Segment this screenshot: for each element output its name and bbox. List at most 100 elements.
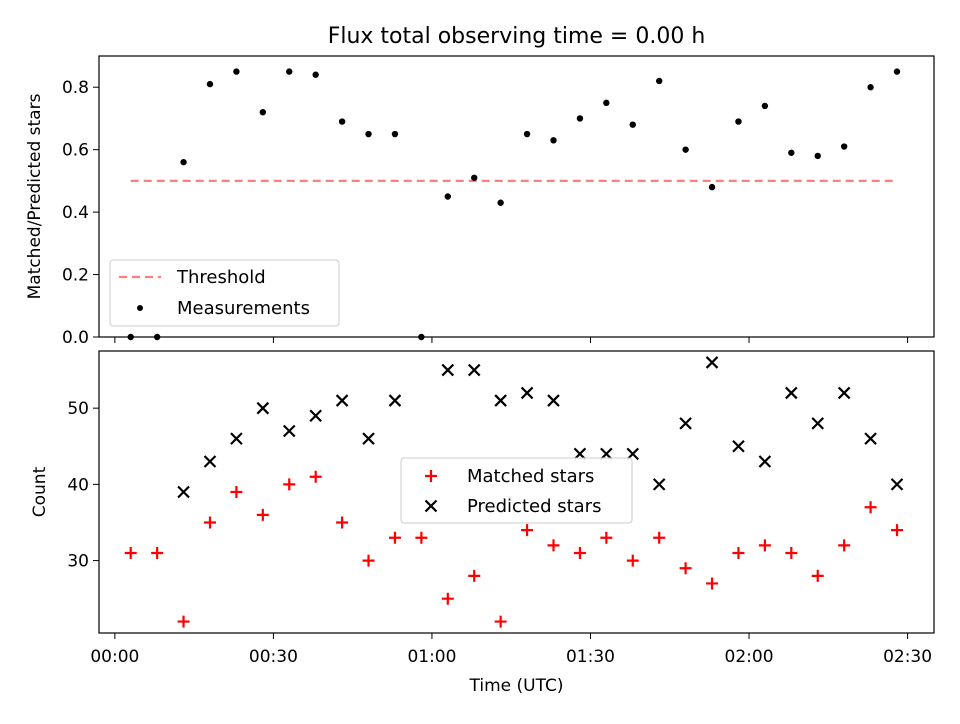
predicted-star-point (467, 363, 481, 377)
matched-star-point (151, 546, 164, 559)
y-axis-label: Count (30, 466, 50, 517)
matched-star-point (600, 531, 613, 544)
y-tick-label: 30 (67, 552, 89, 572)
matched-star-point (283, 478, 296, 491)
matched-star-point (388, 531, 401, 544)
y-tick-label: 0.8 (62, 78, 89, 98)
predicted-star-point (811, 417, 825, 430)
predicted-star-point (494, 394, 507, 407)
measurement-point (338, 118, 346, 125)
matched-star-point (362, 554, 375, 567)
x-tick-label: 02:30 (883, 647, 932, 667)
predicted-star-point (177, 485, 190, 499)
measurement-point (206, 80, 214, 88)
matched-star-point (653, 531, 666, 544)
predicted-star-point (705, 356, 719, 369)
predicted-star-point (362, 432, 375, 445)
x-tick-label: 02:00 (725, 647, 774, 667)
y-tick-label: 40 (67, 475, 89, 495)
chart-title: Flux total observing time = 0.00 h (328, 24, 706, 49)
predicted-star-point (282, 424, 296, 438)
matched-star-point (547, 539, 560, 552)
top-panel: Flux total observing time = 0.00 h Matche… (25, 24, 935, 348)
predicted-star-point (388, 394, 402, 407)
y-tick-label: 0.0 (62, 328, 89, 348)
measurement-point (180, 158, 187, 166)
x-tick-label: 00:30 (249, 647, 298, 667)
predicted-star-point (837, 386, 851, 400)
measurement-point (682, 146, 689, 153)
measurement-point (497, 199, 504, 206)
matched-star-point (864, 501, 877, 514)
matched-star-point (626, 554, 639, 567)
legend-box (400, 457, 633, 524)
x-tick-label: 00:00 (90, 647, 139, 667)
measurement-point (233, 68, 240, 75)
y-tick-label: 50 (67, 399, 89, 419)
bottom-panel: Count Time (UTC) 30 40 50 00:00 00:30 01:00 01:3… (30, 350, 935, 696)
matched-star-point (415, 531, 428, 544)
legend-box (109, 259, 340, 327)
matched-star-point (124, 546, 137, 559)
predicted-star-point (309, 409, 322, 423)
matched-star-point (441, 592, 454, 605)
measurement-point (814, 152, 821, 160)
measurement-point (893, 68, 901, 75)
matched-star-point (891, 524, 904, 537)
measurement-point (312, 71, 319, 78)
legend-matched-label: Matched stars (467, 466, 594, 487)
predicted-star-point (679, 417, 692, 430)
legend-predicted-label: Predicted stars (467, 496, 601, 517)
matched-star-point (573, 546, 586, 559)
measurement-point (523, 130, 531, 138)
x-tick-label: 01:30 (566, 647, 615, 667)
predicted-star-point (758, 455, 772, 468)
y-tick-label: 0.2 (62, 266, 89, 286)
matched-star-point (256, 508, 269, 521)
legend-predicted-swatch (424, 499, 438, 513)
x-tick-label: 01:00 (407, 647, 456, 667)
matched-star-point (230, 486, 243, 498)
matched-star-point (758, 539, 771, 552)
measurement-point (629, 121, 636, 128)
matched-star-point (679, 562, 692, 575)
matched-star-point (309, 470, 322, 483)
x-axis-label: Time (UTC) (469, 676, 564, 696)
y-axis-label: Matched/Predicted stars (25, 93, 45, 299)
measurement-point (365, 130, 372, 138)
predicted-star-point (732, 439, 745, 453)
legend-threshold-label: Threshold (176, 267, 266, 288)
legend-measurements-swatch (137, 305, 143, 311)
y-tick-label: 0.6 (62, 141, 89, 161)
measurement-point (259, 109, 267, 116)
y-tick-label: 0.4 (62, 203, 89, 223)
predicted-star-point (203, 455, 217, 468)
axes-frame (98, 55, 935, 338)
predicted-star-point (256, 401, 270, 415)
predicted-star-point (864, 432, 877, 445)
measurement-point (471, 174, 478, 181)
matched-star-point (468, 569, 481, 582)
matched-star-point (785, 546, 798, 559)
matched-star-point (706, 577, 719, 590)
measurement-point (735, 118, 742, 125)
matched-star-point (811, 569, 824, 582)
legend-measurements-label: Measurements (177, 298, 310, 319)
measurement-point (391, 130, 399, 138)
matched-star-point (838, 539, 851, 552)
matched-star-point (336, 516, 349, 529)
predicted-star-point (547, 394, 560, 407)
measurement-point (788, 149, 795, 156)
measurement-point (840, 143, 848, 150)
predicted-star-point (520, 386, 534, 400)
measurement-point (286, 68, 293, 75)
matched-star-point (494, 615, 507, 628)
axes-frame (98, 350, 935, 634)
predicted-star-point (890, 478, 904, 491)
measurement-point (761, 102, 769, 110)
matched-star-point (177, 615, 190, 628)
measurement-point (708, 183, 716, 191)
matched-star-point (203, 516, 216, 529)
